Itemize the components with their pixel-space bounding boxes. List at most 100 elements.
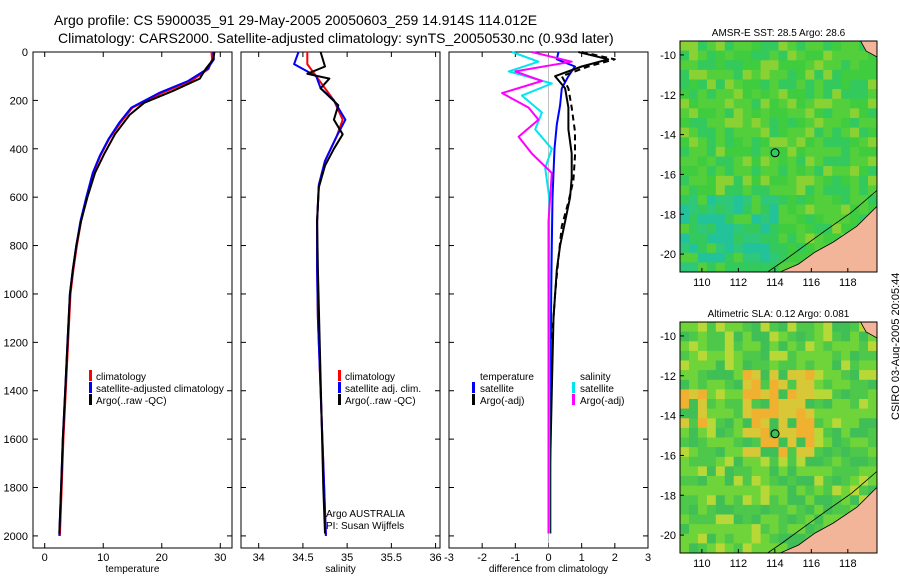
sla_map-cell [724,437,735,448]
sst_map-cell [778,137,789,148]
sst_map-cell [769,118,780,129]
sst_map-cell [823,185,833,196]
sst_map-cell [751,108,762,119]
sla_map-cell [680,466,690,477]
series-salinity-satellite [507,51,553,534]
sla_map-cell [823,370,833,381]
sla_map-cell [680,543,690,553]
temperature-xtick-label: 10 [97,552,109,564]
sst_map-cell [760,223,771,235]
sla_map-cell [823,399,833,410]
temperature-legend-label: satellite-adjusted climatology [96,384,224,395]
difference-xtick-label: 0 [545,552,551,564]
sla_map-cell [680,504,690,516]
sst_map-cell [689,60,699,71]
sla_map-cell [724,447,735,458]
sla_map-cell [814,466,824,477]
sla_map-xtick-label: 114 [766,558,784,570]
sla_map-cell [697,437,708,448]
sst_map-cell [733,118,744,129]
sst_map-cell [751,98,762,109]
sla_map-cell [769,485,780,496]
sst_map-ytick-label: -10 [660,50,676,62]
sst_map-cell [689,127,699,138]
sla_map-cell [814,427,824,439]
sla_map-cell [769,437,780,448]
sst_map-cell [778,175,789,186]
sst_map-cell [697,195,708,206]
sst_map-cell [859,69,869,81]
sla_map-cell [680,418,690,429]
sst_map-cell [742,185,753,196]
sla_map-cell [778,533,789,544]
sla_map-cell [706,495,717,506]
sla_map-title: Altimetric SLA: 0.12 Argo: 0.081 [708,309,850,320]
sla_map-cell [760,389,771,400]
sla_map-cell [778,504,789,516]
sla_map-cell [778,514,789,525]
sst_map-cell [715,50,726,61]
sst_map-title: AMSR-E SST: 28.5 Argo: 28.6 [712,28,846,39]
sla_map-cell [706,360,717,371]
sst_map-cell [859,60,869,71]
sla_map-cell [787,524,798,535]
salinity-xtick-label: 35.5 [381,552,402,564]
series-argo-raw-qc- [306,51,344,534]
sla_map-cell [715,427,726,439]
sst_map-cell [706,185,717,196]
sla_map-cell [706,408,717,419]
sla_map-cell [832,389,842,400]
sla_map-cell [697,370,708,381]
sla_map-cell [787,495,798,506]
sla_map-cell [706,427,717,439]
sla_map-cell [689,466,699,477]
sla_map-cell [733,543,744,553]
sst_map-cell [689,69,699,81]
sla_map-cell [751,485,762,496]
sst_map-cell [680,223,690,235]
sst_map-cell [724,214,735,225]
sst_map-cell [841,79,851,90]
sst_map-cell [760,195,771,206]
sst_map-ytick-label: -16 [660,169,676,181]
sla_map-cell [706,447,717,458]
sla_map-cell [680,399,690,410]
sla_map-cell [868,447,877,458]
sla_map-cell [689,418,699,429]
sst_map-cell [823,166,833,177]
sst_map-cell [697,89,708,100]
sla_map-cell [769,322,780,333]
sla_map-ytick-label: -18 [660,490,676,502]
salinity-legend-swatch [338,394,341,405]
difference-temp-legend-label: Argo(-adj) [480,396,524,407]
sla_map-cell [787,504,798,516]
sst_map-cell [742,166,753,177]
sst_map-cell [697,252,708,263]
sst_map-cell [697,243,708,254]
sla_map-cell [689,389,699,400]
series-temperature-argo-adj- [549,51,610,534]
sst_map-cell [742,214,753,225]
sst_map-cell [715,262,726,272]
sst_map-cell [751,166,762,177]
sst_map-cell [859,166,869,177]
sla_map-cell [805,370,815,381]
salinity-legend-label: satellite adj. clim. [345,384,421,395]
sst_map-cell [760,146,771,158]
sst_map-cell [805,233,815,244]
sst_map-cell [868,118,877,129]
sst_map-cell [841,175,851,186]
sst_map-cell [832,108,842,119]
sst_map-cell [733,108,744,119]
sla_map-cell [706,331,717,342]
sla_map-cell [841,322,851,333]
sla_map-cell [751,533,762,544]
sst_map-cell [823,79,833,90]
sst_map-cell [823,127,833,138]
sst_map-cell [680,214,690,225]
sla_map-cell [742,495,753,506]
sst_map-cell [697,118,708,129]
temperature-ytick-label: 200 [10,95,28,107]
sst_map-cell [724,233,735,244]
sla_map-cell [778,370,789,381]
